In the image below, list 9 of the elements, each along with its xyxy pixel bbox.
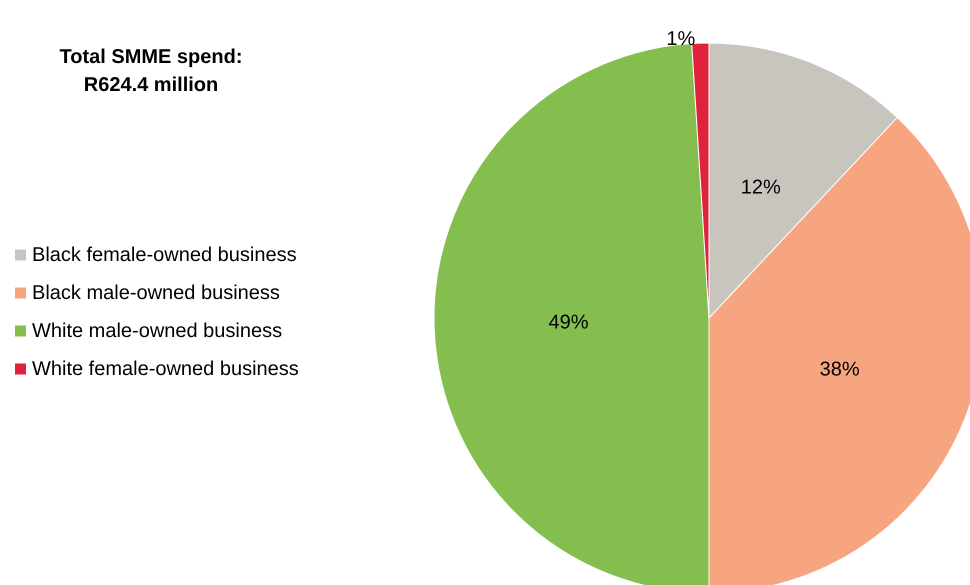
data-label: 38% [820, 358, 860, 381]
data-label: 49% [548, 311, 589, 334]
text: Total SMME spend: R624.4 million [60, 46, 242, 96]
legend-label: Black male-owned business [32, 282, 280, 304]
data-label: 12% [740, 176, 781, 198]
legend-label: White male-owned business [32, 320, 282, 342]
legend-label: White female-owned business [32, 358, 299, 380]
legend-label: Black female-owned business [32, 244, 297, 266]
data-label: 1% [666, 28, 696, 50]
